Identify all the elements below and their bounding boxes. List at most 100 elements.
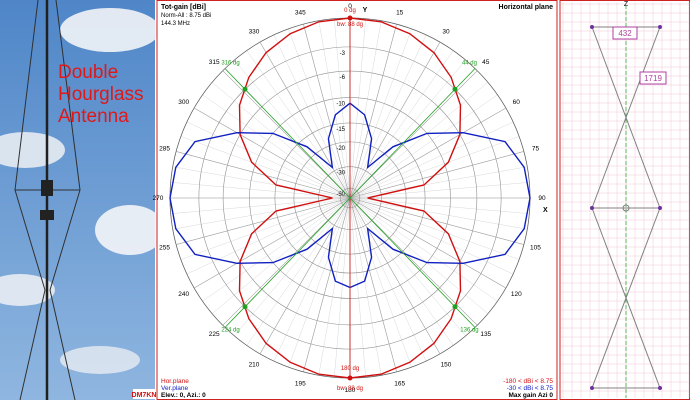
marker-dot — [347, 375, 353, 381]
r-tick-label: -50 — [336, 192, 345, 198]
geometry: Z 432 1719 — [561, 1, 690, 398]
spoke — [176, 151, 351, 199]
r-tick-label: -15 — [336, 127, 345, 133]
spoke — [176, 197, 351, 245]
marker-label: 136 dg — [460, 328, 478, 334]
minor-spoke — [288, 28, 351, 199]
photo-title: Double — [58, 62, 118, 83]
photo-title: Antenna — [58, 106, 129, 127]
theta-tick-label: 285 — [159, 145, 170, 152]
range-label: -180 < dBi < 8.75 — [503, 378, 553, 385]
minor-spoke — [186, 197, 351, 275]
minor-spoke — [246, 197, 351, 346]
theta-tick-label: 15 — [396, 10, 404, 17]
spoke — [349, 41, 441, 199]
chart-subtitle: 144.3 MHz — [161, 21, 190, 27]
minor-spoke — [273, 34, 351, 199]
chart-title: Tot-gain [dBi] — [161, 4, 206, 11]
minor-spoke — [349, 197, 382, 376]
r-tick-label: -3 — [340, 51, 346, 57]
minor-spoke — [180, 197, 351, 260]
spoke — [259, 197, 351, 355]
x-axis-label: X — [543, 207, 548, 214]
marker-label: 44 dg — [462, 60, 477, 66]
r-tick-label: -30 — [336, 171, 345, 177]
spoke — [303, 24, 351, 199]
theta-tick-label: 105 — [530, 245, 541, 252]
minor-spoke — [349, 197, 489, 314]
range-label: -30 < dBi < 8.75 — [507, 385, 554, 392]
minor-spoke — [172, 197, 351, 230]
theta-tick-label: 60 — [513, 99, 521, 106]
legend-entry: Hor.plane — [161, 378, 189, 385]
photo: Double Hourglass Antenna DM7KN — [0, 0, 165, 401]
theta-tick-label: 240 — [178, 291, 189, 298]
marker-dot — [452, 304, 458, 310]
minor-spoke — [334, 18, 351, 199]
spoke — [349, 197, 524, 245]
marker-label: 180 dg — [341, 366, 359, 372]
photo-title: Hourglass — [58, 84, 144, 105]
theta-tick-label: 300 — [178, 99, 189, 106]
theta-tick-label: 180 — [345, 387, 356, 394]
r-tick-label: -20 — [336, 146, 345, 152]
dimension-label: 1719 — [644, 74, 662, 83]
theta-tick-label: 165 — [394, 380, 405, 387]
spoke — [193, 197, 351, 289]
minor-spoke — [349, 197, 520, 260]
marker-dot — [452, 86, 458, 92]
theta-tick-label: 255 — [159, 245, 170, 252]
minor-spoke — [186, 121, 351, 199]
theta-tick-label: 0 — [348, 3, 352, 10]
marker-note: bw: 88 dg — [337, 386, 363, 392]
r-tick-label: -6 — [340, 75, 346, 81]
minor-spoke — [234, 59, 351, 199]
spoke — [349, 197, 397, 372]
theta-tick-label: 315 — [209, 59, 220, 66]
r-tick-label: -10 — [336, 101, 345, 107]
theta-tick-label: 120 — [511, 291, 522, 298]
minor-spoke — [349, 197, 514, 275]
chart-subtitle: Norm-All : 8.75 dBi — [161, 13, 211, 19]
minor-spoke — [349, 197, 454, 346]
minor-spoke — [349, 136, 520, 199]
theta-tick-label: 75 — [532, 145, 540, 152]
minor-spoke — [349, 197, 366, 378]
minor-spoke — [349, 197, 528, 230]
geometry-frame — [559, 0, 690, 400]
spoke — [349, 107, 507, 199]
minor-spoke — [349, 166, 528, 199]
photo-credit: DM7KN — [132, 392, 157, 399]
minor-spoke — [349, 197, 412, 368]
minor-spoke — [180, 136, 351, 199]
theta-tick-label: 45 — [482, 59, 490, 66]
footer: Elev.: 0, Azi.: 0 — [161, 392, 206, 399]
legend-entry: Ver.plane — [161, 385, 188, 392]
marker-dot — [242, 86, 248, 92]
max-gain: Max gain Azi 0 — [508, 392, 553, 399]
minor-spoke — [288, 197, 351, 368]
minor-spoke — [349, 94, 498, 199]
minor-spoke — [349, 59, 466, 199]
marker-label: 316 dg — [221, 60, 239, 66]
dimension-label: 432 — [618, 29, 632, 38]
theta-tick-label: 345 — [295, 10, 306, 17]
spoke — [193, 107, 351, 199]
polar-plot: -3 -6 -10 -15 -20 -30 -50 0 15 30 45 60 75 90 105 120 13… — [153, 3, 546, 394]
minor-spoke — [318, 20, 351, 199]
spoke — [349, 24, 397, 199]
spoke — [303, 197, 351, 372]
theta-tick-label: 330 — [249, 29, 260, 36]
theta-tick-label: 210 — [249, 361, 260, 368]
theta-tick-label: 270 — [153, 195, 164, 202]
minor-spoke — [349, 82, 489, 199]
minor-spoke — [318, 197, 351, 376]
minor-spoke — [234, 197, 351, 337]
theta-tick-label: 195 — [295, 380, 306, 387]
minor-spoke — [349, 20, 382, 199]
marker-dot — [242, 304, 248, 310]
minor-spoke — [349, 18, 366, 199]
spoke — [349, 151, 524, 199]
spoke — [349, 197, 507, 289]
theta-tick-label: 30 — [442, 29, 450, 36]
